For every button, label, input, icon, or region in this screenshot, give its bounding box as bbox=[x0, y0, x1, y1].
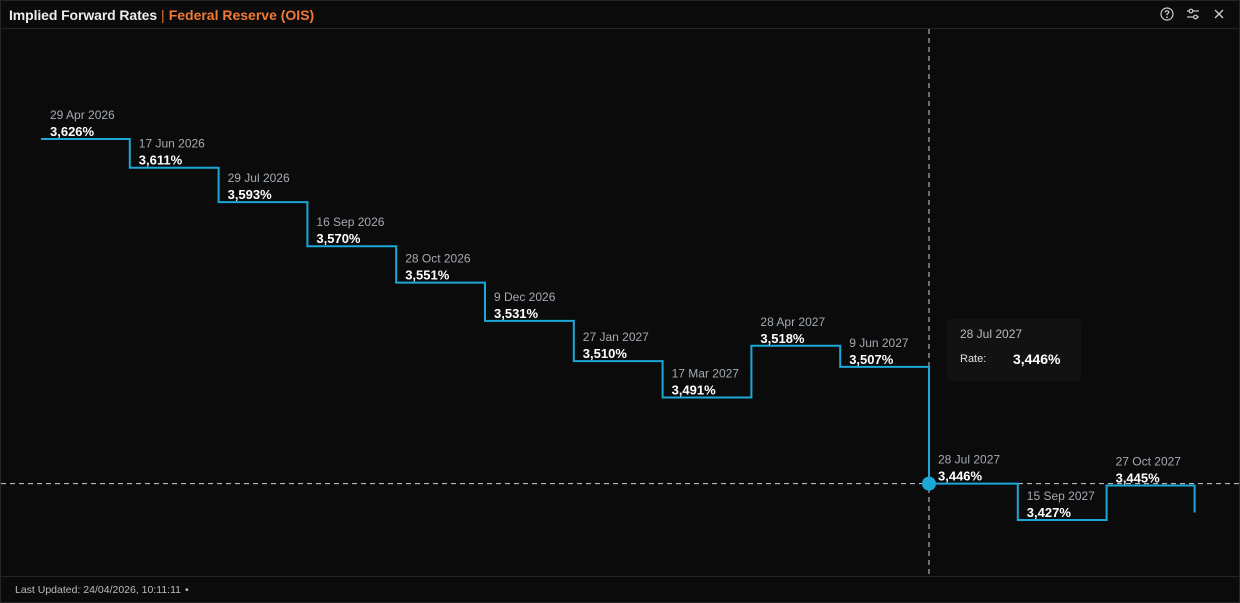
step-value-label: 3,611% bbox=[139, 153, 183, 168]
title-separator: | bbox=[161, 6, 165, 23]
step-value-label: 3,626% bbox=[50, 124, 95, 139]
step-date-label: 27 Jan 2027 bbox=[583, 330, 649, 344]
step-value-label: 3,551% bbox=[405, 268, 450, 283]
step-date-label: 28 Oct 2026 bbox=[405, 252, 471, 266]
close-icon[interactable] bbox=[1211, 5, 1227, 23]
panel-footer: Last Updated: 24/04/2026, 10:11:11 • bbox=[1, 576, 1239, 602]
last-updated: Last Updated: 24/04/2026, 10:11:11 bbox=[15, 583, 181, 596]
step-value-label: 3,593% bbox=[228, 187, 273, 202]
step-value-label: 3,507% bbox=[849, 352, 894, 367]
step-date-label: 29 Apr 2026 bbox=[50, 108, 115, 122]
panel-header: Implied Forward Rates | Federal Reserve … bbox=[1, 1, 1239, 29]
tooltip-key: Rate: bbox=[960, 353, 987, 365]
highlight-point[interactable] bbox=[922, 476, 936, 491]
step-date-label: 28 Jul 2027 bbox=[938, 453, 1000, 467]
settings-sliders-icon[interactable] bbox=[1185, 5, 1201, 23]
step-date-label: 9 Jun 2027 bbox=[849, 336, 909, 350]
step-value-label: 3,491% bbox=[672, 382, 717, 397]
step-date-label: 9 Dec 2026 bbox=[494, 290, 556, 304]
step-date-label: 16 Sep 2026 bbox=[316, 215, 384, 229]
step-date-label: 29 Jul 2026 bbox=[228, 171, 290, 185]
panel-title: Implied Forward Rates bbox=[9, 6, 158, 23]
tooltip-date: 28 Jul 2027 bbox=[960, 327, 1023, 341]
tooltip-value: 3,446% bbox=[1013, 351, 1061, 367]
status-dot: • bbox=[185, 583, 189, 596]
step-value-label: 3,510% bbox=[583, 346, 628, 361]
step-date-label: 27 Oct 2027 bbox=[1116, 455, 1182, 469]
step-date-label: 28 Apr 2027 bbox=[760, 315, 825, 329]
step-value-label: 3,531% bbox=[494, 306, 539, 321]
series-line bbox=[41, 138, 1196, 521]
panel-subtitle[interactable]: Federal Reserve (OIS) bbox=[168, 6, 315, 23]
step-chart[interactable]: 29 Apr 2026 3,626% 17 Jun 2026 3,611% 29 Jul… bbox=[1, 29, 1239, 576]
header-tools bbox=[1159, 5, 1227, 23]
help-icon[interactable] bbox=[1159, 5, 1175, 23]
rate-tooltip: 28 Jul 2027 Rate: 3,446% bbox=[947, 319, 1081, 381]
step-value-label: 3,446% bbox=[938, 469, 983, 484]
step-value-label: 3,445% bbox=[1116, 471, 1161, 486]
step-value-label: 3,518% bbox=[760, 331, 805, 346]
step-date-label: 15 Sep 2027 bbox=[1027, 489, 1095, 503]
step-date-label: 17 Mar 2027 bbox=[672, 366, 740, 380]
step-value-label: 3,570% bbox=[316, 231, 361, 246]
step-date-label: 17 Jun 2026 bbox=[139, 137, 205, 151]
step-value-label: 3,427% bbox=[1027, 505, 1072, 520]
